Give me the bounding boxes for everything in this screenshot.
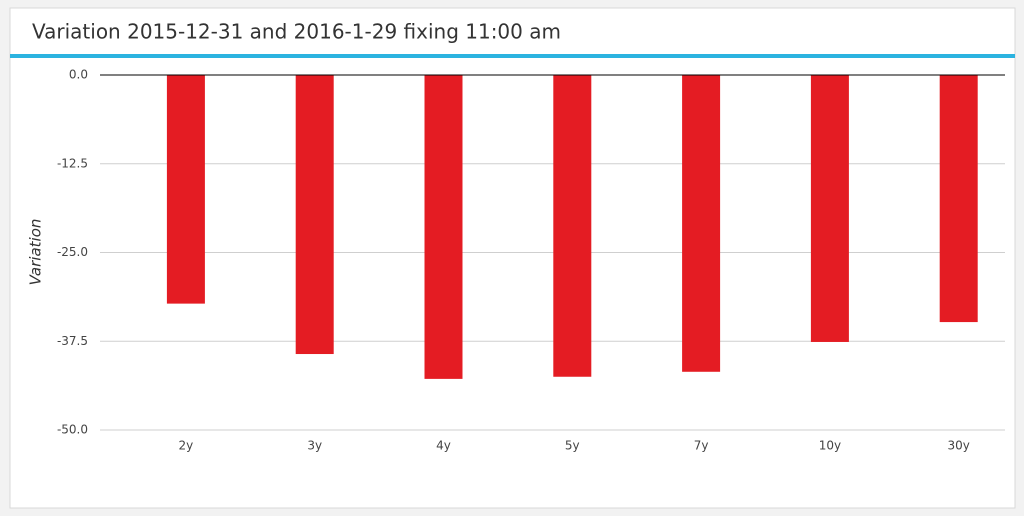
bar: [682, 75, 721, 372]
card: [9, 7, 1016, 509]
chart-title: Variation 2015-12-31 and 2016-1-29 fixin…: [32, 20, 561, 44]
x-tick-label: 5y: [565, 439, 580, 453]
x-tick-label: 4y: [436, 439, 451, 453]
bar: [810, 75, 849, 342]
y-tick-label: 0.0: [69, 68, 88, 82]
x-tick-label: 30y: [948, 439, 970, 453]
title-underline: [10, 54, 1015, 58]
bar: [424, 75, 463, 379]
x-tick-label: 2y: [179, 439, 194, 453]
bar: [295, 75, 334, 355]
bar: [553, 75, 592, 377]
x-tick-label: 7y: [694, 439, 709, 453]
x-tick-label: 10y: [819, 439, 841, 453]
y-tick-label: -50.0: [57, 423, 88, 437]
y-tick-label: -25.0: [57, 245, 88, 259]
y-axis-label: Variation: [27, 219, 45, 286]
x-tick-label: 3y: [307, 439, 322, 453]
y-tick-label: -12.5: [57, 156, 88, 170]
bar: [939, 75, 978, 323]
y-tick-label: -37.5: [57, 334, 88, 348]
bar: [166, 75, 205, 304]
